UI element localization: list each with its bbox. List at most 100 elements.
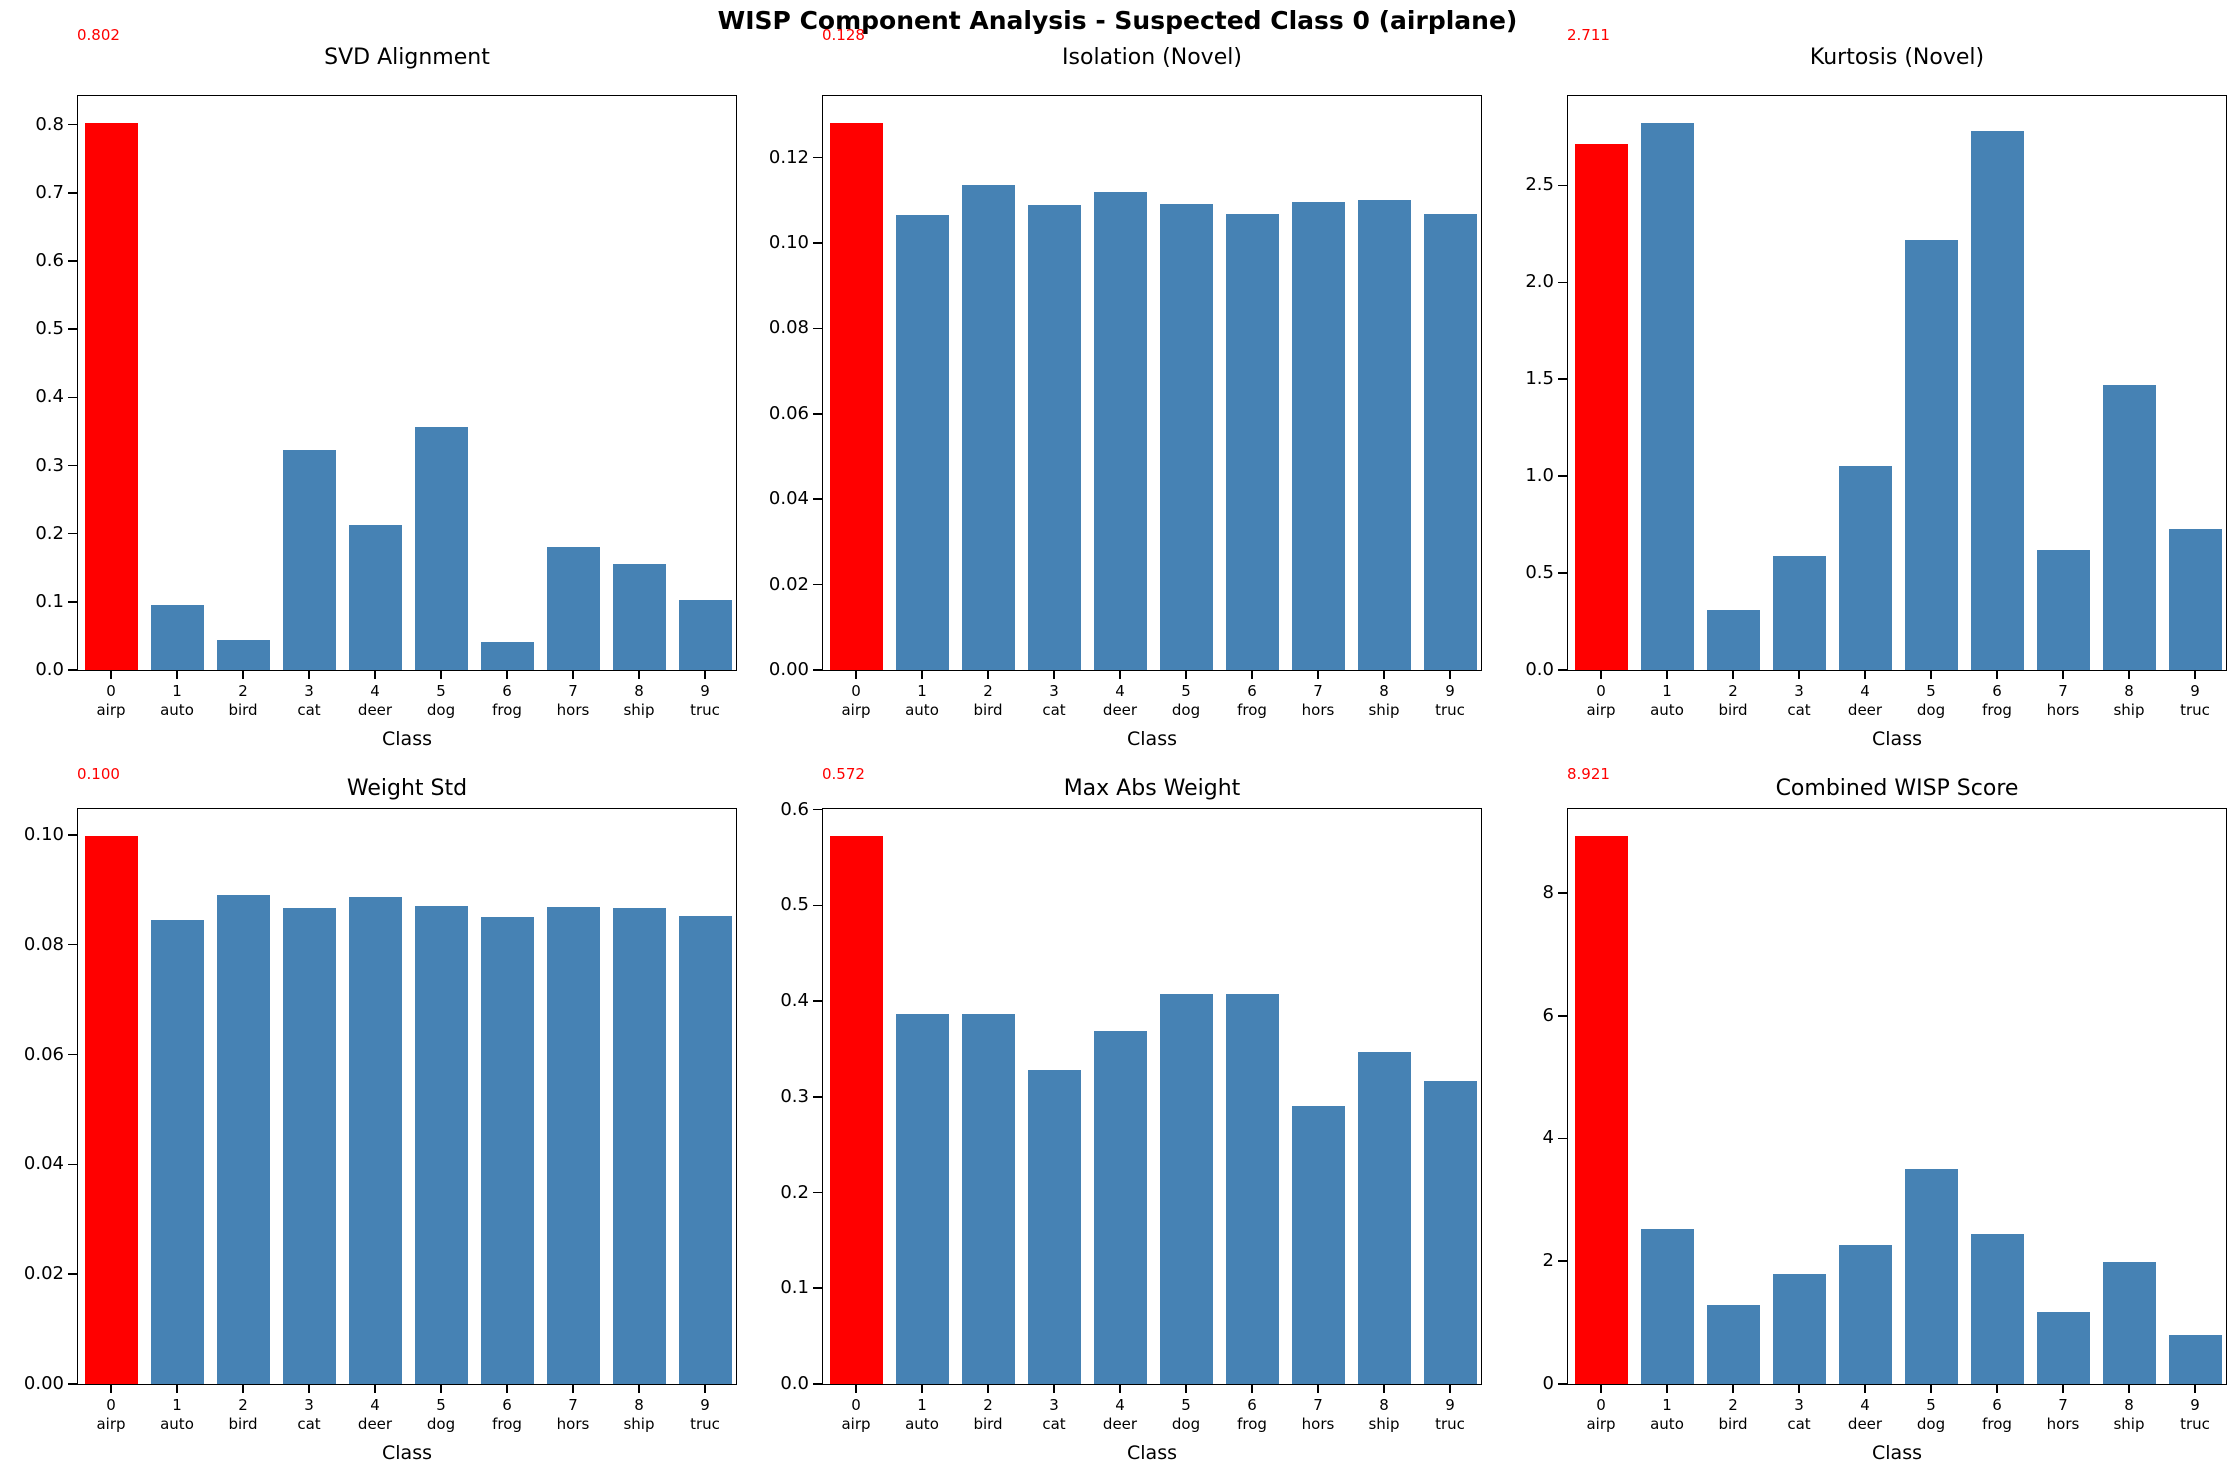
y-tick-label: 0.10	[23, 823, 64, 845]
y-tick	[813, 1287, 823, 1290]
y-tick-label: 0.06	[23, 1043, 64, 1065]
x-tick	[704, 670, 706, 679]
y-tick	[1558, 1260, 1568, 1263]
x-tick-name: deer	[357, 701, 393, 719]
x-tick-number: 1	[172, 682, 182, 700]
x-tick-name: truc	[690, 701, 720, 719]
x-tick-number: 3	[304, 682, 314, 700]
bar	[1423, 1080, 1477, 1384]
x-tick	[572, 670, 574, 679]
x-tick-name: auto	[1650, 701, 1684, 719]
x-tick-name: truc	[2180, 1415, 2210, 1433]
x-tick-name: frog	[492, 701, 522, 719]
bar	[1706, 609, 1760, 670]
x-tick-name: hors	[556, 1415, 590, 1433]
x-tick-number: 2	[983, 1396, 993, 1414]
x-tick-name: hors	[1301, 701, 1335, 719]
x-tick	[1996, 670, 1998, 679]
bar	[678, 599, 732, 670]
x-tick	[1449, 1384, 1451, 1393]
x-tick-number: 5	[1181, 682, 1191, 700]
x-tick-name: frog	[1982, 1415, 2012, 1433]
subplot-max-abs-weight: 0.572 Max Abs Weight 0.0 0.1 0.2 0.3 0.4 0.5 0.6…	[745, 738, 1490, 1476]
y-tick-label: 0.5	[1525, 562, 1554, 584]
bar	[2168, 1334, 2222, 1384]
x-tick-name: airp	[1586, 701, 1616, 719]
plot-area: 0.0 0.5 1.0 1.5 2.0 2.5 0 airp 1 auto 2 bird 3 cat 4 de…	[1525, 95, 2227, 718]
x-tick-name: cat	[297, 701, 321, 719]
x-tick-number: 1	[917, 1396, 927, 1414]
x-tick-name: deer	[1102, 1415, 1138, 1433]
x-tick-number: 5	[1926, 1396, 1936, 1414]
x-tick-name: ship	[623, 701, 655, 719]
subplot-title: Kurtosis (Novel)	[1809, 45, 1985, 70]
x-tick-name: cat	[1042, 701, 1066, 719]
y-tick	[1558, 892, 1568, 894]
y-tick-label: 0.7	[35, 181, 64, 203]
x-tick-name: deer	[1847, 701, 1883, 719]
x-tick-name: cat	[1787, 701, 1811, 719]
y-tick	[813, 412, 823, 415]
x-tick-number: 9	[700, 1396, 710, 1414]
x-tick	[506, 670, 508, 679]
bar	[2036, 1311, 2090, 1384]
bar	[1970, 1233, 2024, 1384]
x-tick-name: deer	[1847, 1415, 1883, 1433]
bar	[895, 215, 949, 670]
highlight-value-annotation: 0.802	[77, 26, 120, 44]
x-tick-name: ship	[1368, 701, 1400, 719]
y-tick	[68, 396, 78, 399]
y-tick-label: 0.04	[768, 488, 809, 510]
x-tick-name: dog	[426, 1415, 456, 1433]
bar	[678, 916, 732, 1384]
x-tick-name: auto	[1650, 1415, 1684, 1433]
y-tick-label: 0.1	[780, 1277, 809, 1299]
subplot-title: SVD Alignment	[324, 45, 490, 70]
bar	[480, 917, 534, 1384]
x-tick-number: 2	[983, 682, 993, 700]
x-tick-number: 3	[1794, 1396, 1804, 1414]
subplot-kurtosis-novel: 2.711 Kurtosis (Novel) 0.0 0.5 1.0 1.5 2.0 2.5 0…	[1490, 0, 2235, 750]
bar	[546, 907, 600, 1384]
bar	[1640, 123, 1694, 670]
y-tick	[1558, 281, 1568, 284]
bar	[1357, 1051, 1411, 1384]
x-tick	[308, 1384, 310, 1393]
bar	[480, 642, 534, 670]
x-tick	[2128, 1384, 2130, 1393]
x-tick-name: bird	[228, 701, 258, 719]
highlight-value-annotation: 0.572	[822, 765, 865, 783]
subplot-combined-wisp-score: 8.921 Combined WISP Score 0 2 4 6 8 0 airp 1 auto 2…	[1490, 738, 2235, 1476]
y-tick	[813, 904, 823, 907]
x-tick-name: airp	[841, 701, 871, 719]
y-tick	[68, 260, 78, 262]
x-tick-name: auto	[905, 701, 939, 719]
x-tick-name: frog	[1237, 1415, 1267, 1433]
x-tick	[110, 1384, 112, 1393]
x-tick	[1600, 1384, 1602, 1393]
y-tick-label: 0.08	[23, 933, 64, 955]
y-tick	[68, 943, 78, 946]
x-tick-number: 6	[1992, 682, 2002, 700]
y-tick-label: 2.0	[1525, 271, 1554, 293]
y-tick-label: 0.08	[768, 317, 809, 339]
x-tick-name: deer	[1102, 701, 1138, 719]
x-tick	[1317, 670, 1319, 679]
x-tick-number: 9	[1445, 682, 1455, 700]
y-tick	[1558, 1014, 1568, 1017]
x-tick-name: hors	[2046, 1415, 2080, 1433]
x-tick-number: 5	[436, 1396, 446, 1414]
x-tick-name: hors	[2046, 701, 2080, 719]
x-tick-number: 3	[304, 1396, 314, 1414]
plot-area: 0.00 0.02 0.04 0.06 0.08 0.10 0.12 0 airp 1 auto 2 b…	[769, 95, 1482, 718]
x-tick	[921, 670, 923, 679]
x-tick-name: auto	[905, 1415, 939, 1433]
y-tick	[813, 1000, 823, 1002]
x-tick	[1251, 670, 1253, 679]
x-tick-number: 2	[1728, 1396, 1738, 1414]
y-tick-label: 0.00	[23, 1373, 64, 1394]
bar	[1159, 994, 1213, 1384]
bar	[282, 449, 336, 670]
x-tick	[2062, 670, 2064, 679]
x-tick	[1383, 1384, 1385, 1393]
